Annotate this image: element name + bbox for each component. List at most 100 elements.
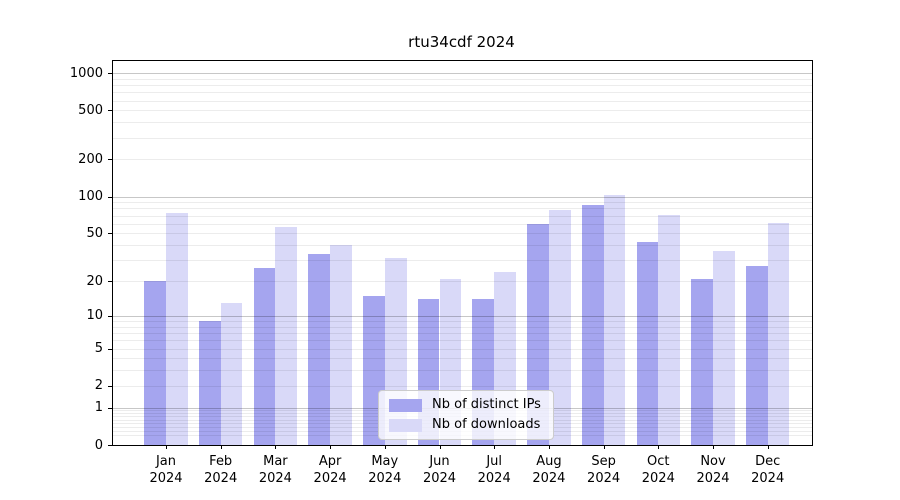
y-tick-mark xyxy=(108,348,112,350)
legend-swatch-downloads xyxy=(389,418,422,432)
x-tick-month: Aug xyxy=(536,454,562,469)
x-tick-month: Feb xyxy=(209,454,233,469)
bar-downloads-aug xyxy=(548,209,571,445)
x-tick-month: Jun xyxy=(429,454,450,469)
x-tick-year: 2024 xyxy=(477,471,511,486)
minor-gridline xyxy=(113,110,812,112)
y-tick-mark xyxy=(108,233,112,235)
x-tick-year: 2024 xyxy=(368,471,402,486)
minor-gridline xyxy=(113,78,812,80)
x-tick-month: Apr xyxy=(318,454,342,469)
x-tick-mark xyxy=(658,445,660,449)
x-tick-label-apr: Apr 2024 xyxy=(295,453,365,487)
minor-gridline xyxy=(113,215,812,217)
y-tick-label: 200 xyxy=(78,151,103,167)
y-tick-mark xyxy=(108,196,112,198)
y-tick-label: 50 xyxy=(86,225,103,241)
y-tick-label: 100 xyxy=(78,189,103,204)
legend-label-downloads: Nb of downloads xyxy=(432,417,541,432)
bar-distinct-ips-mar xyxy=(253,267,276,445)
y-tick-mark xyxy=(108,159,112,161)
minor-gridline xyxy=(113,122,812,124)
x-tick-month: Oct xyxy=(647,454,670,469)
bar-distinct-ips-oct xyxy=(636,242,659,445)
minor-gridline xyxy=(113,208,812,210)
x-tick-mark xyxy=(384,445,386,449)
x-tick-mark xyxy=(767,445,769,449)
x-tick-label-feb: Feb 2024 xyxy=(186,453,256,487)
minor-gridline xyxy=(113,233,812,235)
y-tick-label: 2 xyxy=(94,378,103,394)
x-tick-month: Jul xyxy=(486,454,503,469)
bar-distinct-ips-nov xyxy=(691,278,713,445)
legend-label-distinct-ips: Nb of distinct IPs xyxy=(432,397,541,412)
x-tick-month: May xyxy=(371,454,399,469)
chart-title: rtu34cdf 2024 xyxy=(408,33,515,51)
x-tick-year: 2024 xyxy=(149,471,183,486)
minor-gridline xyxy=(113,223,812,225)
y-tick-mark xyxy=(108,73,112,74)
x-tick-mark xyxy=(275,445,277,449)
x-tick-month: Sep xyxy=(591,454,616,469)
major-gridline xyxy=(113,73,812,74)
x-tick-month: Jan xyxy=(155,454,177,469)
plot-area: Nb of distinct IPs Nb of downloads 0 1 2 5 1… xyxy=(70,60,813,486)
minor-gridline xyxy=(113,159,812,161)
y-tick-label: 1000 xyxy=(69,65,103,81)
legend-swatch-distinct-ips xyxy=(389,398,422,412)
x-tick-year: 2024 xyxy=(204,471,238,486)
bar-downloads-oct xyxy=(658,215,681,445)
y-tick-mark xyxy=(108,445,112,446)
y-tick-mark xyxy=(108,315,112,317)
x-tick-label-nov: Nov 2024 xyxy=(678,453,748,487)
x-tick-label-sep: Sep 2024 xyxy=(569,453,639,487)
bar-distinct-ips-apr xyxy=(308,253,331,445)
minor-gridline xyxy=(113,245,812,246)
major-gridline xyxy=(113,196,812,198)
x-tick-mark xyxy=(494,445,496,449)
y-tick-mark xyxy=(108,281,112,283)
x-tick-label-may: May 2024 xyxy=(350,453,420,487)
x-tick-label-dec: Dec 2024 xyxy=(733,453,803,487)
y-tick-label: 20 xyxy=(86,273,103,289)
bar-downloads-dec xyxy=(767,222,790,445)
x-tick-label-jul: Jul 2024 xyxy=(459,453,529,487)
bar-distinct-ips-dec xyxy=(745,265,768,445)
x-tick-year: 2024 xyxy=(751,471,785,486)
minor-gridline xyxy=(113,92,812,94)
x-tick-year: 2024 xyxy=(587,471,621,486)
x-tick-mark xyxy=(220,445,222,449)
x-tick-year: 2024 xyxy=(641,471,675,486)
y-tick-label: 10 xyxy=(86,308,103,324)
y-tick-mark xyxy=(108,110,112,112)
bar-distinct-ips-aug xyxy=(527,223,549,445)
legend-row-downloads: Nb of downloads xyxy=(389,418,541,432)
minor-gridline xyxy=(113,100,812,102)
bar-downloads-sep xyxy=(603,195,626,445)
y-tick-label: 0 xyxy=(94,437,103,453)
y-tick-mark xyxy=(108,407,112,409)
minor-gridline xyxy=(113,202,812,204)
x-tick-label-jan: Jan 2024 xyxy=(131,453,201,487)
bar-downloads-nov xyxy=(713,250,735,445)
x-tick-month: Dec xyxy=(755,454,781,469)
x-tick-label-oct: Oct 2024 xyxy=(623,453,693,487)
x-tick-mark xyxy=(713,445,714,449)
minor-gridline xyxy=(113,85,812,86)
chart-legend: Nb of distinct IPs Nb of downloads xyxy=(378,390,554,440)
bar-distinct-ips-jan xyxy=(144,281,166,445)
minor-gridline xyxy=(113,260,812,262)
bar-downloads-mar xyxy=(275,227,298,445)
bar-downloads-feb xyxy=(220,302,243,445)
y-tick-label: 5 xyxy=(94,341,103,356)
minor-gridline xyxy=(113,137,812,139)
bar-distinct-ips-feb xyxy=(198,321,221,445)
x-tick-mark xyxy=(439,445,441,449)
y-tick-label: 500 xyxy=(78,102,103,118)
bar-downloads-apr xyxy=(330,245,352,445)
x-tick-label-mar: Mar 2024 xyxy=(240,453,310,487)
x-tick-year: 2024 xyxy=(258,471,292,486)
x-tick-year: 2024 xyxy=(422,471,457,486)
x-tick-year: 2024 xyxy=(696,471,730,486)
